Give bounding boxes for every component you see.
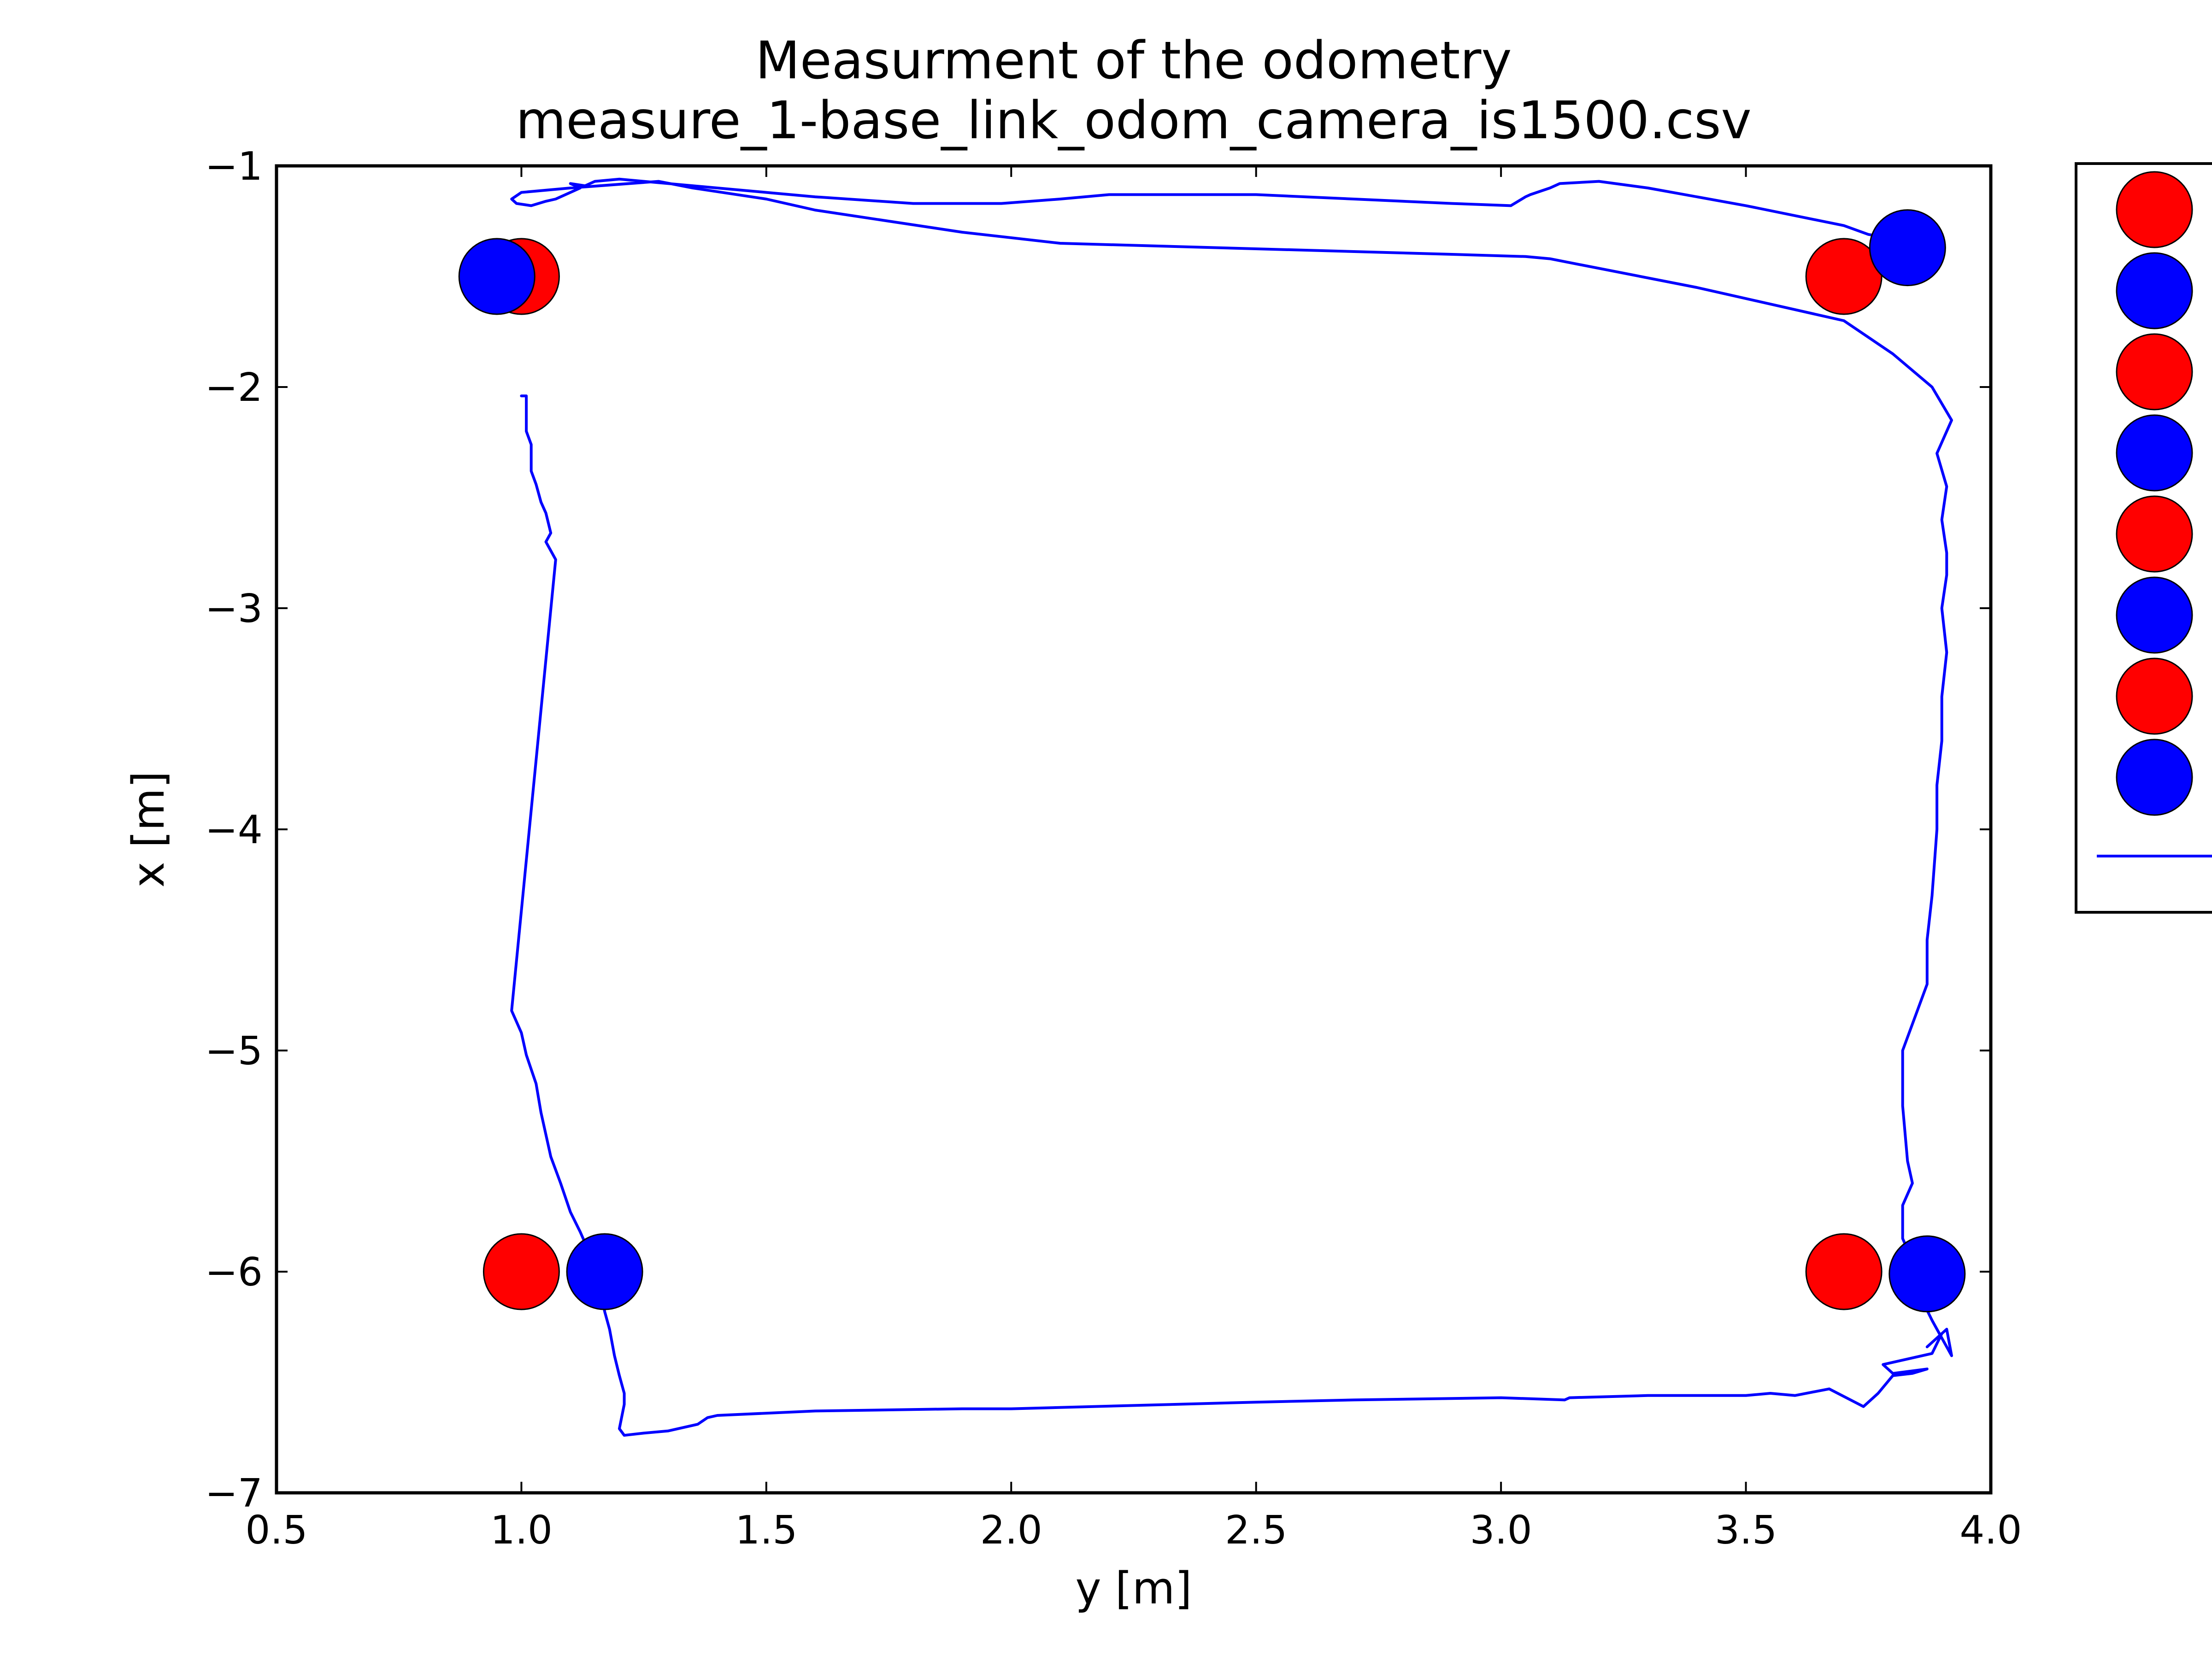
y-tick-label: −6: [205, 1250, 263, 1295]
x-tick-label: 3.5: [1715, 1508, 1777, 1553]
x-tick-label: 2.0: [980, 1508, 1042, 1553]
marker-red-5: [482, 1233, 560, 1310]
legend-marker-blue-4: [2116, 414, 2193, 492]
x-axis-label: y [m]: [1075, 1563, 1192, 1614]
y-tick-label: −5: [205, 1028, 263, 1074]
x-tick-label: 0.5: [245, 1508, 307, 1553]
y-tick-label: −4: [205, 807, 263, 853]
chart-title: Measurment of the odometry: [755, 31, 1512, 91]
legend-marker-red-1: [2116, 171, 2193, 248]
marker-blue-8: [1888, 1235, 1966, 1313]
marker-group: [458, 209, 1966, 1313]
marker-blue-6: [566, 1233, 643, 1310]
x-tick-label: 1.0: [490, 1508, 553, 1553]
x-tick-label: 2.5: [1225, 1508, 1287, 1553]
chart-subtitle: measure_1-base_link_odom_camera_is1500.c…: [516, 91, 1752, 151]
legend: [2075, 162, 2212, 914]
legend-marker-blue-2: [2116, 252, 2193, 329]
trajectory-line: [510, 177, 1953, 1437]
marker-red-3: [1805, 238, 1883, 315]
marker-red-7: [1805, 1233, 1883, 1310]
x-tick-label: 3.0: [1470, 1508, 1532, 1553]
x-tick-label: 1.5: [735, 1508, 797, 1553]
axis-ticks: 0.5 1.0 1.5 2.0 2.5 3.0 3.5 4.0 −1 −2 −3 −4 −5 −6 −7: [205, 144, 2022, 1553]
y-axis-label: x [m]: [124, 771, 174, 887]
marker-blue-4: [1869, 209, 1946, 287]
legend-marker-red-3: [2116, 333, 2193, 411]
y-tick-label: −7: [205, 1471, 263, 1516]
x-tick-label: 4.0: [1959, 1508, 2022, 1553]
legend-marker-red-7: [2116, 657, 2193, 735]
y-tick-label: −1: [205, 144, 263, 189]
plot-area: [510, 177, 1953, 1437]
legend-marker-blue-8: [2116, 739, 2193, 816]
y-tick-label: −3: [205, 586, 263, 632]
marker-blue-2: [458, 238, 535, 315]
legend-marker-blue-6: [2116, 576, 2193, 654]
legend-marker-red-5: [2116, 495, 2193, 573]
y-tick-label: −2: [205, 365, 263, 411]
